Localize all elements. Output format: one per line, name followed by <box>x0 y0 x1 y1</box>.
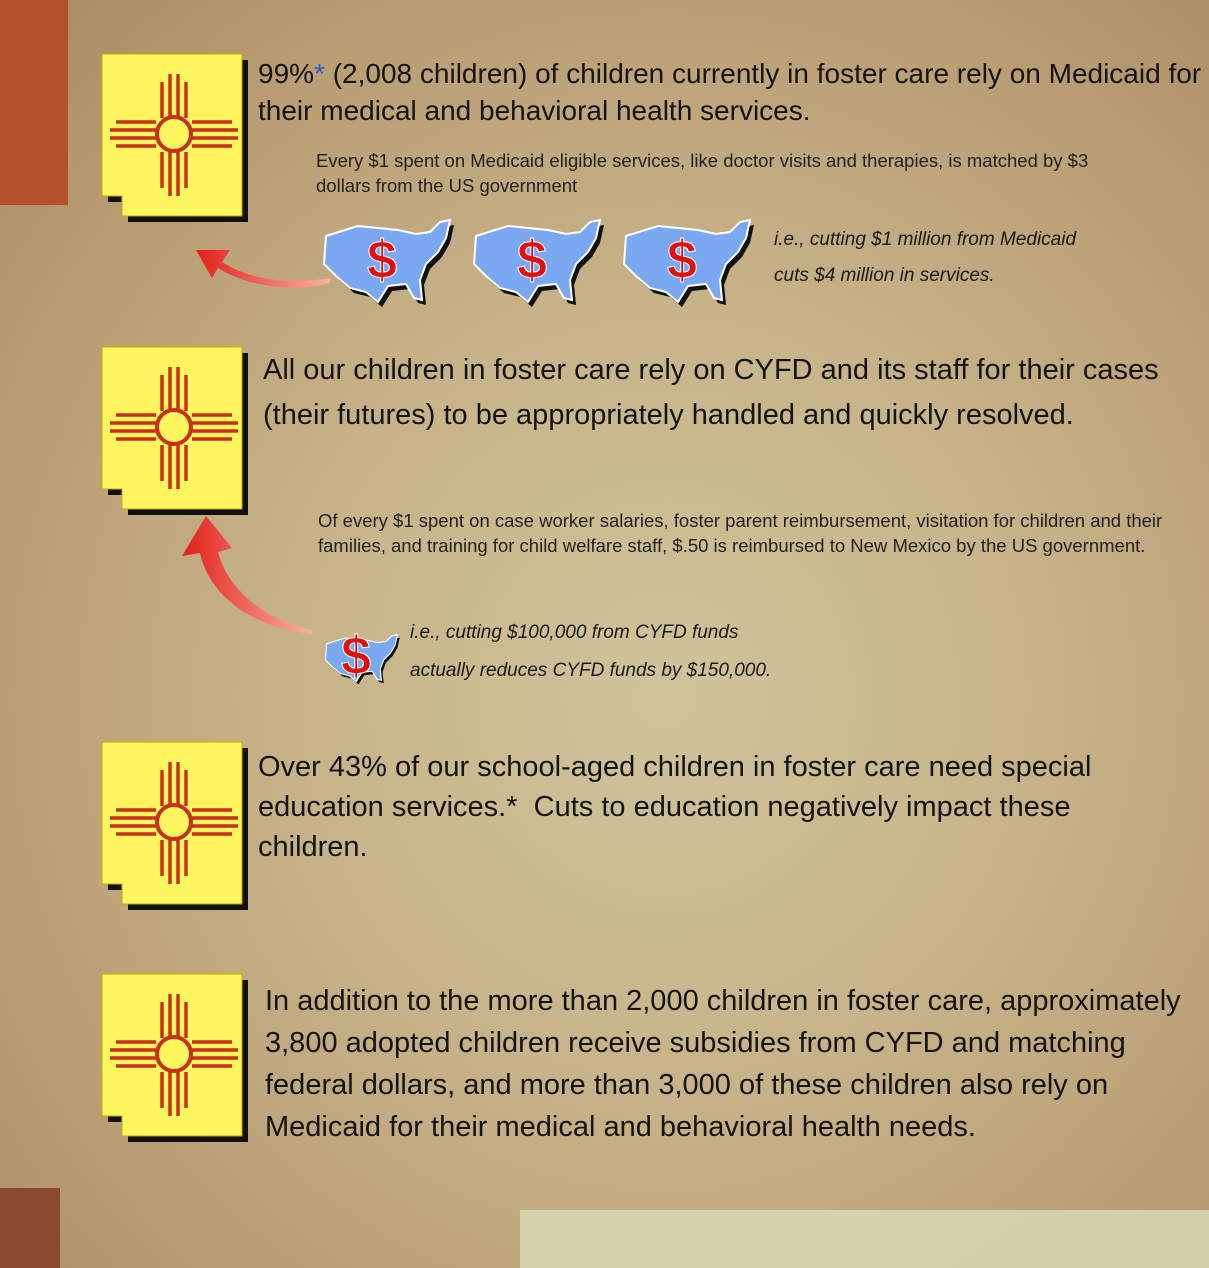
slide: $ $ $ $ 99%* (2,008 children) of children … <box>0 0 1209 1268</box>
dollar-sign: $ <box>367 230 397 290</box>
detail: Of every $1 spent on case worker salarie… <box>318 508 1178 558</box>
dollar-sign: $ <box>667 230 697 290</box>
statement-text: (2,008 children) of children currently i… <box>258 58 1209 126</box>
lead: 99% <box>258 58 314 89</box>
footnote-mark: * <box>314 58 325 89</box>
dollar-sign: $ <box>517 230 547 290</box>
note-line: actually reduces CYFD funds by $150,000. <box>410 652 771 690</box>
statement: In addition to the more than 2,000 child… <box>265 980 1200 1148</box>
statement: Over 43% of our school-aged children in … <box>258 747 1158 867</box>
statement: All our children in foster care rely on … <box>263 348 1163 438</box>
detail: Every $1 spent on Medicaid eligible serv… <box>316 148 1116 198</box>
statement: 99%* (2,008 children) of children curren… <box>258 55 1203 129</box>
note-line: cuts $4 million in services. <box>774 258 1076 294</box>
note-line: i.e., cutting $100,000 from CYFD funds <box>410 614 771 652</box>
dollar-sign: $ <box>341 626 371 686</box>
note-line: i.e., cutting $1 million from Medicaid <box>774 222 1076 258</box>
